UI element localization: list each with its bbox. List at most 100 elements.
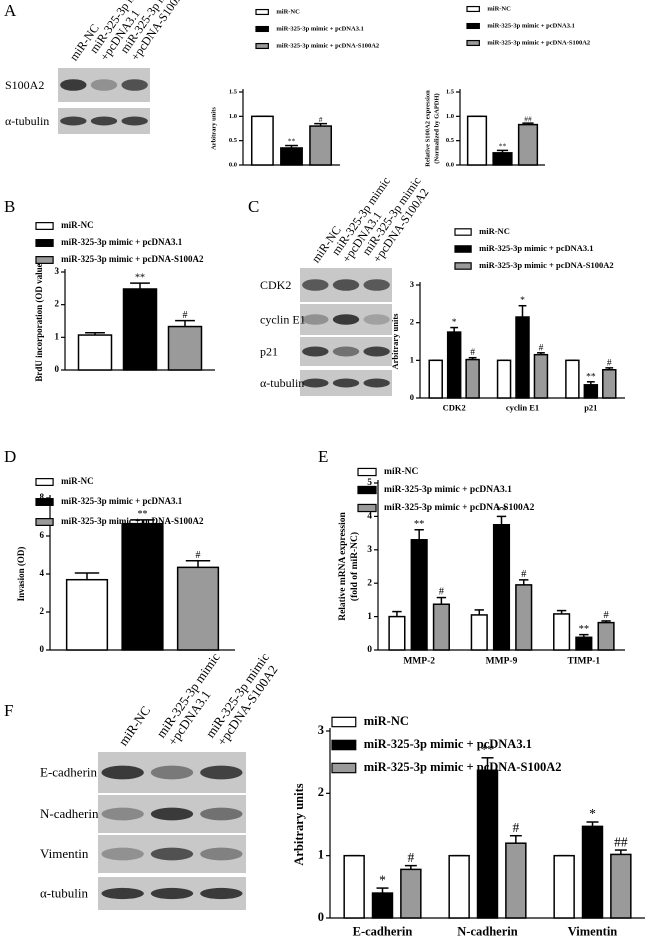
significance-mark: ## <box>614 834 628 849</box>
y-axis-label: Arbitrary units <box>210 107 217 150</box>
y-tick-label: 1.5 <box>229 88 238 95</box>
bar <box>492 152 513 166</box>
blot-band <box>363 346 390 357</box>
y-tick-label: 1.0 <box>446 113 454 120</box>
blot-band <box>332 314 360 325</box>
bar <box>448 854 470 919</box>
blot-band <box>90 79 118 91</box>
bar <box>77 334 113 371</box>
blot-band <box>121 79 148 91</box>
legend-label: miR-325-3p mimic + pcDNA-S100A2 <box>364 760 562 774</box>
y-axis-label: Arbitrary units <box>390 313 400 370</box>
legend-swatch <box>35 478 54 486</box>
legend-swatch <box>255 42 269 50</box>
bar <box>176 566 220 651</box>
legend-swatch <box>466 39 480 47</box>
x-tick-label: Vimentin <box>568 924 618 938</box>
blot-band <box>101 887 144 900</box>
legend-swatch <box>454 228 472 236</box>
legend-swatch <box>35 498 54 506</box>
panel-label: F <box>4 701 13 720</box>
significance-mark: # <box>319 115 323 124</box>
blot-band <box>302 314 329 325</box>
blot-band <box>363 314 390 325</box>
blot-band <box>121 116 148 126</box>
legend-label: miR-NC <box>384 467 418 477</box>
significance-mark: # <box>603 610 609 621</box>
bar <box>583 384 599 399</box>
bar <box>65 578 109 651</box>
bar <box>167 325 203 371</box>
legend-label: miR-325-3p mimic + pcDNA3.1 <box>276 25 363 32</box>
y-tick-label: 3 <box>55 266 60 276</box>
significance-mark: # <box>439 587 445 598</box>
blot-row-label: E-cadherin <box>40 764 98 779</box>
blot-band <box>60 79 87 91</box>
bar <box>465 358 480 399</box>
blot-band <box>302 378 329 388</box>
x-tick-label: MMP-9 <box>486 657 518 667</box>
bar <box>517 123 539 166</box>
legend-label: miR-325-3p mimic + pcDNA-S100A2 <box>487 39 590 46</box>
legend-label: miR-NC <box>61 220 94 230</box>
y-tick-label: 3 <box>318 723 324 737</box>
significance-mark: ** <box>586 372 596 382</box>
x-tick-label: cyclin E1 <box>506 402 539 412</box>
bar <box>515 316 530 399</box>
y-tick-label: 0.5 <box>229 137 238 144</box>
blot-band <box>200 847 243 861</box>
blot-band <box>332 346 360 357</box>
significance-mark: ** <box>135 272 145 283</box>
blot-row-label: S100A2 <box>5 78 44 92</box>
legend-swatch <box>35 518 54 526</box>
blot-band <box>101 807 144 821</box>
significance-mark: * <box>452 318 457 328</box>
panel-label: B <box>4 197 15 216</box>
bar <box>553 613 571 651</box>
legend-swatch <box>35 256 54 264</box>
legend-label: miR-325-3p mimic + pcDNA3.1 <box>364 737 532 751</box>
y-tick-label: 2 <box>55 299 60 309</box>
legend-label: miR-325-3p mimic + pcDNA3.1 <box>61 496 183 506</box>
blot-row-label: α-tubulin <box>40 885 88 900</box>
bar <box>400 868 422 919</box>
bar <box>280 147 303 166</box>
y-tick-label: 2 <box>367 578 372 588</box>
y-axis-label: Invasion (OD) <box>16 547 26 602</box>
x-tick-label: TIMP-1 <box>567 657 600 667</box>
bar <box>446 331 462 399</box>
bar <box>581 825 604 919</box>
blot-row-label: N-cadherin <box>40 806 99 821</box>
legend-label: miR-NC <box>364 714 409 728</box>
legend-swatch <box>331 762 357 774</box>
y-tick-label: 3 <box>410 279 414 289</box>
bar <box>602 369 617 399</box>
bar <box>610 853 632 919</box>
significance-mark: * <box>520 296 525 306</box>
bar <box>122 288 158 371</box>
legend-swatch <box>357 467 377 477</box>
legend-label: miR-NC <box>61 476 94 486</box>
blot-lane-label: miR-NC <box>115 703 153 748</box>
y-tick-label: 2 <box>40 606 45 616</box>
blot-row-label: cyclin E1 <box>260 312 306 326</box>
x-tick-label: CDK2 <box>443 402 466 412</box>
y-tick-label: 1 <box>55 331 60 341</box>
y-tick-label: 1 <box>318 848 324 862</box>
significance-mark: ** <box>138 509 148 520</box>
legend-label: miR-325-3p mimic + pcDNA-S100A2 <box>61 516 204 526</box>
bar <box>575 636 593 651</box>
bar <box>388 615 406 651</box>
y-axis-label: Arbitrary units <box>292 783 306 865</box>
legend-swatch <box>331 716 357 728</box>
blot-band <box>150 807 194 821</box>
legend-label: miR-325-3p mimic + pcDNA-S100A2 <box>384 503 535 513</box>
blot-band <box>200 765 243 780</box>
bar <box>470 614 488 651</box>
blot-row-label: Vimentin <box>40 846 89 861</box>
y-tick-label: 1.5 <box>446 88 455 95</box>
bar <box>553 854 575 919</box>
y-tick-label: 4 <box>367 512 372 522</box>
significance-mark: ** <box>481 742 495 757</box>
